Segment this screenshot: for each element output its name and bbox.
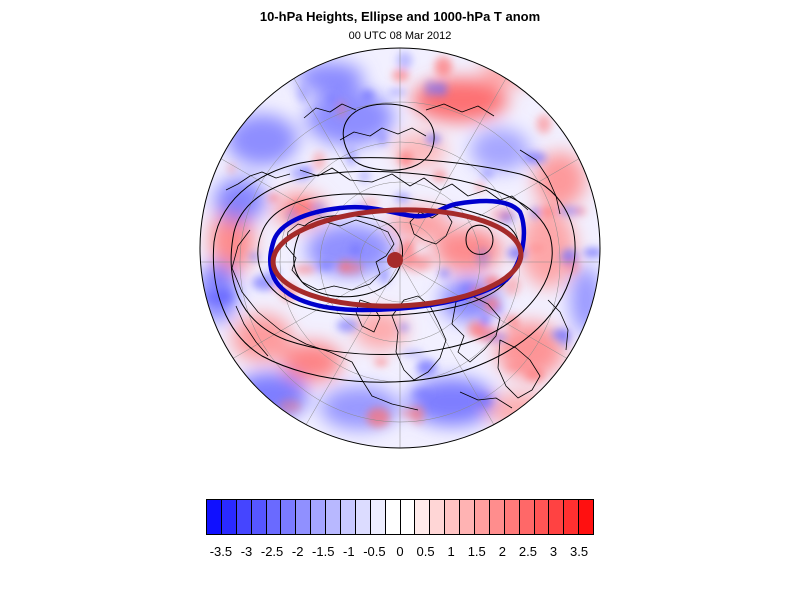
colorbar-swatch [519,500,535,534]
colorbar-tick-label: 2.5 [518,544,537,559]
colorbar-swatch [370,500,386,534]
colorbar-swatch [311,500,327,534]
colorbar-tick-label: 2 [498,544,506,559]
colorbar-tick-label: 0 [396,544,404,559]
colorbar [206,499,594,535]
colorbar-tick-label: 3.5 [570,544,589,559]
colorbar-swatch [400,500,416,534]
colorbar-tick-label: -2 [291,544,304,559]
colorbar-swatch [430,500,446,534]
colorbar-tick-label: 3 [549,544,558,559]
colorbar-swatch [549,500,565,534]
vortex-edge-contour [268,198,527,313]
map-subtitle: 00 UTC 08 Mar 2012 [348,30,452,42]
colorbar-tick-label: -3.5 [209,544,233,559]
colorbar-swatch [266,500,282,534]
colorbar-swatch [236,500,252,534]
colorbar-swatch [207,500,222,534]
colorbar-tick-label: 0.5 [416,544,435,559]
colorbar-tick-label: -1.5 [312,544,335,559]
colorbar-swatch [281,500,297,534]
vortex-ellipse [270,207,524,309]
map-title: 10-hPa Heights, Ellipse and 1000-hPa T a… [259,9,541,24]
colorbar-swatch [564,500,580,534]
coastlines [225,103,569,411]
colorbar-swatch [415,500,431,534]
colorbar-swatch [460,500,476,534]
colorbar-swatch [296,500,312,534]
colorbar-swatch [251,500,267,534]
colorbar-swatch [355,500,371,534]
colorbar-swatch [326,500,342,534]
colorbar-tick-label: -3 [240,544,253,559]
colorbar-tick-label: -1 [343,544,355,559]
colorbar-tick-label: 1.5 [467,544,486,559]
colorbar-swatch [385,500,401,534]
colorbar-tick-label: 1 [447,544,455,559]
temperature-anomaly-field [200,48,600,448]
colorbar-tick-label: -0.5 [363,544,386,559]
colorbar-swatch [221,500,237,534]
colorbar-swatch [489,500,505,534]
colorbar-tick-label: -2.5 [260,544,284,559]
colorbar-swatch [341,500,356,534]
vortex-center-marker [387,252,403,268]
colorbar-swatch [475,500,490,534]
colorbar-tick-labels: -3.5 -3 -2.5 -2 -1.5 -1 -0.5 0 0.5 1 1.5 2 2.5 3 3.5 [206,544,594,560]
colorbar-swatch [504,500,520,534]
globe-outline [199,47,601,449]
colorbar-swatch [534,500,550,534]
colorbar-swatch [445,500,461,534]
colorbar-swatch [579,500,594,534]
